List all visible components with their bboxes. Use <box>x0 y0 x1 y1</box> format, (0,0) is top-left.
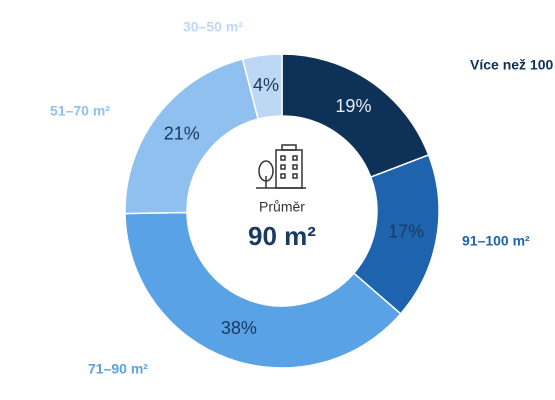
value-label: 38% <box>221 318 257 338</box>
donut-segment <box>124 58 260 215</box>
donut-segment <box>124 211 402 369</box>
building-icon <box>256 144 306 189</box>
category-label: Více než 100 m² <box>470 57 555 73</box>
value-label: 21% <box>164 123 200 143</box>
category-label: 91–100 m² <box>462 233 530 249</box>
value-label: 4% <box>253 75 279 95</box>
category-label: 71–90 m² <box>88 361 148 377</box>
center-value: 90 m² <box>248 221 316 251</box>
value-label: 19% <box>335 96 371 116</box>
center-label: Průměr <box>259 199 305 215</box>
category-label: 30–50 m² <box>183 19 243 35</box>
value-label: 17% <box>388 222 424 242</box>
category-label: 51–70 m² <box>50 103 110 119</box>
donut-segment <box>241 53 283 120</box>
